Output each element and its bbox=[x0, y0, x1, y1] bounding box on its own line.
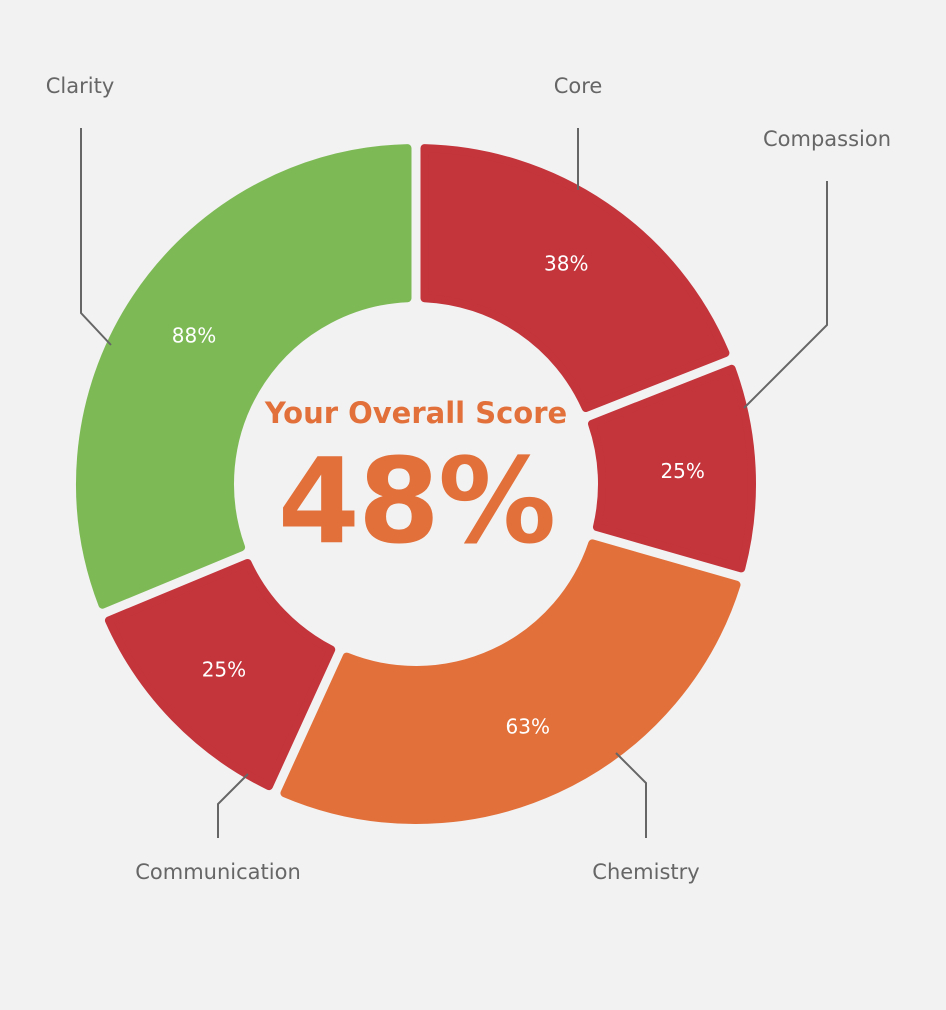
slice-chemistry bbox=[280, 539, 741, 824]
leader-line-communication bbox=[217, 773, 249, 838]
label-core: Core bbox=[553, 74, 603, 98]
slice-core bbox=[420, 144, 730, 412]
slice-value-communication: 25% bbox=[202, 657, 246, 681]
label-chemistry: Chemistry bbox=[592, 860, 700, 884]
slice-communication bbox=[104, 558, 336, 791]
slice-value-chemistry: 63% bbox=[506, 714, 550, 738]
leader-line-compassion bbox=[743, 181, 828, 409]
label-communication: Communication bbox=[135, 860, 301, 884]
slice-value-clarity: 88% bbox=[172, 324, 216, 348]
leader-line-clarity bbox=[80, 128, 112, 346]
label-compassion: Compassion bbox=[762, 127, 892, 151]
slice-value-core: 38% bbox=[544, 251, 588, 275]
slice-compassion bbox=[587, 364, 756, 573]
overall-score-value: 48% bbox=[277, 432, 556, 570]
leader-line-chemistry bbox=[615, 752, 647, 838]
label-clarity: Clarity bbox=[45, 74, 115, 98]
slice-value-compassion: 25% bbox=[660, 459, 704, 483]
overall-score-title: Your Overall Score bbox=[264, 396, 568, 430]
slice-clarity bbox=[76, 144, 412, 609]
